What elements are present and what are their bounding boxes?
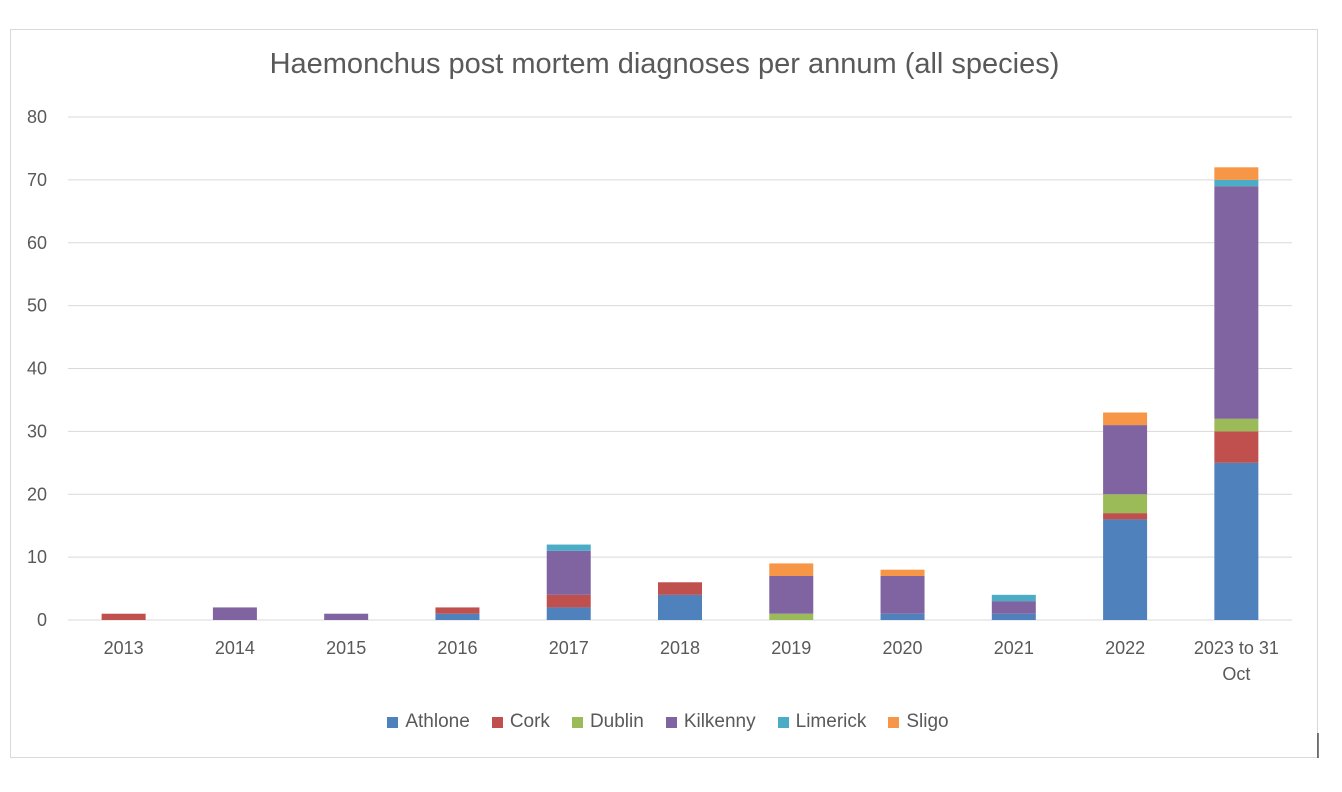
legend-item: Sligo [888,711,949,733]
bar-segment [1214,418,1259,432]
bar-segment [546,594,591,608]
bar-segment [1103,494,1148,514]
bar-segment [212,607,257,620]
y-tick-label: 0 [37,610,47,630]
bar-segment [1103,425,1148,495]
x-tick-label: 2020 [883,638,923,658]
legend-item: Limerick [777,711,867,733]
bar-segment [769,613,814,620]
legend-label: Kilkenny [683,711,756,732]
x-tick-label: 2013 [104,638,144,658]
legend-swatch [888,716,900,728]
y-tick-label: 80 [27,107,47,127]
bar-segment [1103,513,1148,520]
bar-segment [991,601,1036,614]
legend-item: Kilkenny [665,711,756,733]
x-tick-label: 2015 [326,638,366,658]
legend-label: Dublin [589,711,644,732]
bar-segment [1214,462,1259,620]
bar-segment [435,607,480,614]
chart-legend: Athlone Cork Dublin Kilkenny Limerick Sligo [0,711,1336,733]
y-tick-label: 20 [27,484,47,504]
bar-segment [880,569,925,576]
legend-swatch [387,716,399,728]
x-tick-label: 2023 to 31 Oct [1194,638,1279,684]
y-tick-label: 30 [27,421,47,441]
legend-item: Cork [491,711,550,733]
legend-swatch [777,716,789,728]
bar-segment [1214,431,1259,463]
x-tick-label: 2022 [1105,638,1145,658]
bar-segment [991,613,1036,620]
y-tick-label: 60 [27,233,47,253]
bar-segment [546,550,591,595]
bar-segment [880,613,925,620]
legend-item: Athlone [387,711,470,733]
bar-segment [991,594,1036,602]
chart-frame [10,29,1318,758]
x-tick-label: 2018 [660,638,700,658]
bar-segment [435,613,480,620]
y-tick-label: 40 [27,359,47,379]
bar-segment [101,613,146,620]
bar-segment [1103,412,1148,426]
x-tick-label: 2021 [994,638,1034,658]
bar-segment [324,613,369,620]
y-tick-label: 70 [27,170,47,190]
x-tick-label: 2014 [215,638,255,658]
legend-label: Sligo [906,711,949,732]
y-tick-label: 50 [27,296,47,316]
x-tick-label: 2017 [549,638,589,658]
bar-segment [546,544,591,551]
bar-segment [1103,519,1148,620]
x-tick-label: 2019 [771,638,811,658]
bar-segment [658,594,702,620]
chart-title: Haemonchus post mortem diagnoses per ann… [269,48,1060,80]
legend-label: Limerick [795,711,867,732]
bar-segment [769,563,814,576]
bar-segment [769,575,814,614]
legend-item: Dublin [571,711,644,733]
bar-segment [1214,179,1259,187]
bar-segment [1214,186,1259,419]
bar-segment [880,575,925,614]
bar-segment [658,582,702,595]
legend-label: Cork [509,711,550,732]
legend-swatch [571,716,583,728]
legend-swatch [665,716,677,728]
bar-segment [546,607,591,620]
legend-label: Athlone [405,711,470,732]
x-tick-label: 2016 [437,638,477,658]
bar-segment [1214,167,1259,180]
legend-swatch [491,716,503,728]
y-tick-label: 10 [27,547,47,567]
